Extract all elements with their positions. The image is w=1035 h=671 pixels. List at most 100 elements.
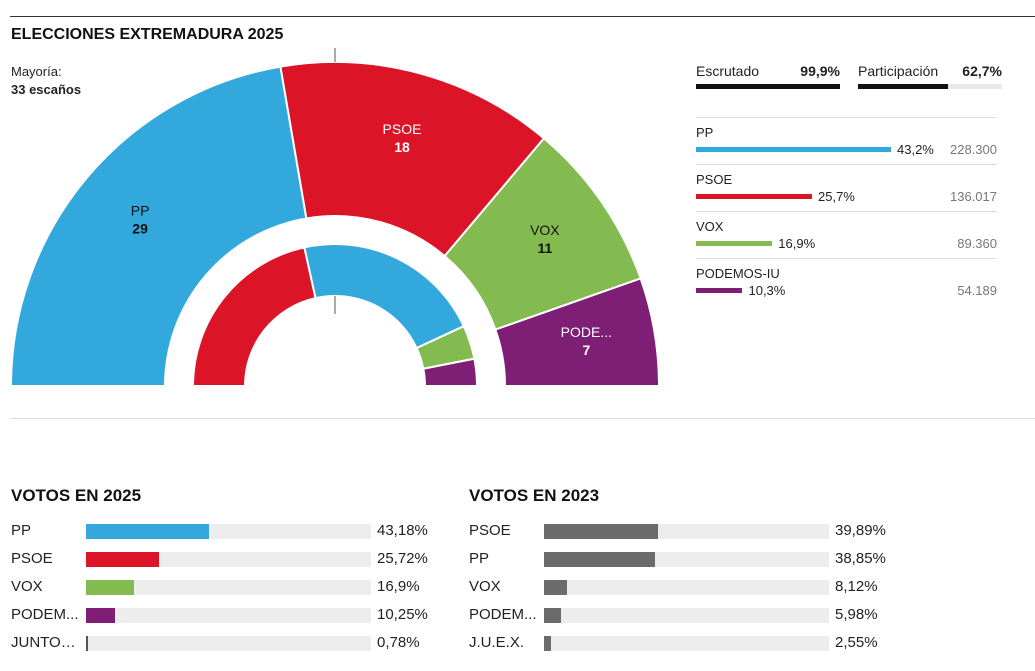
vote-pct: 5,98% <box>835 606 878 623</box>
votes-2023-title: VOTOS EN 2023 <box>469 486 600 505</box>
majority-info: Mayoría: 33 escaños <box>11 63 81 99</box>
vote-bar-track <box>544 552 829 567</box>
vote-bar-fill <box>544 608 562 623</box>
majority-value: 33 escaños <box>11 82 82 97</box>
vote-pct: 10,25% <box>377 606 428 623</box>
scrutiny-bar <box>696 84 840 89</box>
outer-ring <box>9 61 661 387</box>
vote-row-vox: VOX 8,12% <box>469 576 878 604</box>
outer-ring-segment-podemos-iu[interactable] <box>494 277 661 387</box>
vote-pct: 38,85% <box>835 550 886 567</box>
vote-party-name: J.U.E.X. <box>469 634 525 651</box>
turnout-value: 62,7% <box>962 63 1002 79</box>
vote-bar-fill <box>544 580 568 595</box>
vote-party-name: PSOE <box>469 522 511 539</box>
inner-ring-segment-podemos-iu[interactable] <box>422 357 479 387</box>
vote-bar-fill <box>544 524 658 539</box>
party-pct: 25,7% <box>818 189 855 204</box>
vote-bar-track <box>544 608 829 623</box>
vote-row-vox: VOX 16,9% <box>11 576 420 604</box>
vote-bar-fill <box>86 580 135 595</box>
outer-ring-segment-pp[interactable] <box>9 65 308 387</box>
votes-2025-block: VOTOS EN 2025 PP 43,18% PSOE 25,72% VOX 16,9%… <box>11 486 428 660</box>
vote-party-name: PODEM... <box>11 606 79 623</box>
party-bar <box>696 194 812 199</box>
party-votes: 54.189 <box>957 283 997 298</box>
segment-labels: PP 29 PSOE 18 VOX 11 PODE... 7 <box>131 121 612 358</box>
segment-seats-vox: 11 <box>537 240 552 256</box>
party-row-psoe: PSOE 25,7% 136.017 <box>696 164 997 211</box>
party-pct: 16,9% <box>778 236 816 251</box>
vote-pct: 2,55% <box>835 634 878 651</box>
segment-label-vox: VOX <box>530 222 560 238</box>
vote-bar-track <box>544 636 829 651</box>
vote-pct: 16,9% <box>377 578 420 595</box>
party-name: VOX <box>696 219 724 234</box>
majority-label: Mayoría: <box>11 64 62 79</box>
vote-row-j-u-e-x: J.U.E.X. 2,55% <box>469 632 878 660</box>
vote-pct: 0,78% <box>377 634 420 651</box>
segment-seats-psoe: 18 <box>394 139 410 155</box>
vote-bar-track <box>86 580 371 595</box>
party-votes: 228.300 <box>950 142 997 157</box>
party-bar <box>696 241 773 246</box>
vote-bar-track <box>544 524 829 539</box>
votes-2023-list: PSOE 39,89% PP 38,85% VOX 8,12% PODEM... 5,98% J… <box>469 520 886 660</box>
inner-ring-segment-pp[interactable] <box>303 243 466 350</box>
vote-bar-fill <box>86 636 89 651</box>
vote-bar-fill <box>86 608 116 623</box>
vote-bar-track <box>86 608 371 623</box>
votes-2025-list: PP 43,18% PSOE 25,72% VOX 16,9% PODEM... 10,25%… <box>11 520 428 660</box>
vote-party-name: VOX <box>11 578 43 595</box>
top-rule <box>10 16 1035 17</box>
vote-party-name: PP <box>469 550 490 567</box>
vote-row-pp: PP 38,85% <box>469 548 886 576</box>
party-votes: 89.360 <box>957 236 997 251</box>
vote-row-juntos: JUNTOS... 0,78% <box>11 632 420 660</box>
segment-seats-podemos-iu: 7 <box>582 342 590 358</box>
scrutiny-label: Escrutado <box>696 63 760 79</box>
party-name: PSOE <box>696 172 733 187</box>
seats-hemicycle: PP 29 PSOE 18 VOX 11 PODE... 7 <box>9 48 661 387</box>
votes-2023-block: VOTOS EN 2023 PSOE 39,89% PP 38,85% VOX 8,12%… <box>469 486 886 660</box>
turnout-bar-fill <box>858 84 949 89</box>
party-pct: 10,3% <box>748 283 786 298</box>
scrutiny-bar-fill <box>696 84 840 89</box>
party-bar <box>696 147 891 152</box>
vote-row-psoe: PSOE 39,89% <box>469 520 886 548</box>
vote-row-pp: PP 43,18% <box>11 520 428 548</box>
inner-ring <box>191 243 479 387</box>
page-title: ELECCIONES EXTREMADURA 2025 <box>11 26 284 43</box>
segment-label-pp: PP <box>131 203 150 219</box>
segment-label-podemos-iu: PODE... <box>561 324 612 340</box>
party-votes: 136.017 <box>950 189 997 204</box>
vote-party-name: PSOE <box>11 550 53 567</box>
vote-bar-fill <box>544 636 552 651</box>
party-row-pp: PP 43,2% 228.300 <box>696 117 997 164</box>
vote-bar-track <box>86 552 371 567</box>
vote-party-name: PODEM... <box>469 606 537 623</box>
vote-pct: 39,89% <box>835 522 886 539</box>
vote-bar-fill <box>544 552 655 567</box>
vote-party-name: VOX <box>469 578 501 595</box>
vote-row-podem: PODEM... 10,25% <box>11 604 428 632</box>
turnout-bar <box>858 84 1002 89</box>
vote-bar-fill <box>86 552 160 567</box>
vote-party-name: JUNTOS... <box>11 634 81 651</box>
segment-label-psoe: PSOE <box>383 121 422 137</box>
vote-bar-track <box>86 524 371 539</box>
turnout-label: Participación <box>858 63 939 79</box>
vote-row-podem: PODEM... 5,98% <box>469 604 878 632</box>
vote-row-psoe: PSOE 25,72% <box>11 548 428 576</box>
segment-seats-pp: 29 <box>132 221 148 237</box>
party-row-vox: VOX 16,9% 89.360 <box>696 211 997 258</box>
vote-bar-fill <box>86 524 210 539</box>
outer-ring-segment-psoe[interactable] <box>279 61 546 258</box>
party-results-list: PP 43,2% 228.300 PSOE 25,7% 136.017 VOX 16,9% 89… <box>696 117 997 305</box>
votes-2025-title: VOTOS EN 2025 <box>11 486 142 505</box>
vote-bar-track <box>86 636 371 651</box>
vote-pct: 8,12% <box>835 578 878 595</box>
party-bar <box>696 288 743 293</box>
section-divider <box>10 418 1035 419</box>
vote-party-name: PP <box>11 522 32 539</box>
